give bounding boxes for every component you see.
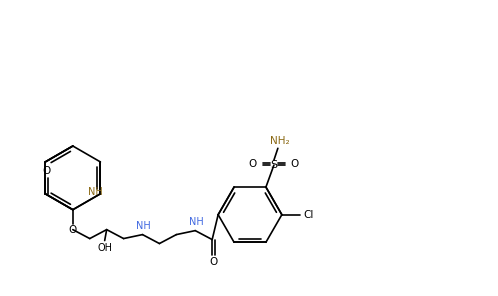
Text: NH: NH [189, 217, 204, 227]
Text: O: O [210, 258, 218, 268]
Text: O: O [69, 225, 77, 235]
Text: S: S [270, 160, 277, 170]
Text: O: O [249, 159, 257, 169]
Text: OH: OH [97, 242, 112, 252]
Text: NH: NH [136, 221, 151, 231]
Text: Cl: Cl [303, 210, 314, 220]
Text: NH: NH [88, 187, 103, 197]
Text: O: O [43, 166, 51, 176]
Text: NH₂: NH₂ [270, 136, 290, 146]
Text: O: O [291, 159, 299, 169]
